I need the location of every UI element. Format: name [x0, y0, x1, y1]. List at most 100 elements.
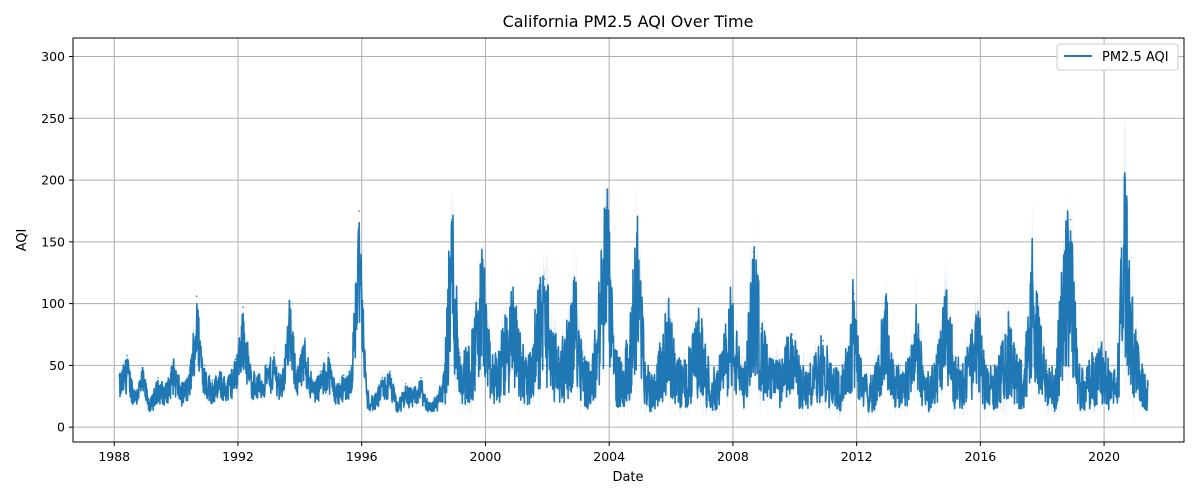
data-point	[822, 339, 824, 342]
data-point	[899, 376, 902, 379]
data-point	[157, 376, 159, 379]
data-point	[242, 306, 244, 309]
data-point	[543, 278, 546, 280]
data-point	[482, 265, 484, 268]
x-tick-label: 2000	[470, 449, 502, 464]
data-point	[922, 370, 925, 373]
plot-frame	[72, 37, 1185, 443]
data-point	[806, 376, 809, 379]
data-point	[1015, 364, 1018, 367]
x-tick-label: 1996	[346, 449, 378, 464]
data-point	[211, 379, 213, 382]
grid-lines	[73, 38, 1184, 442]
data-point	[1000, 358, 1002, 361]
data-point	[257, 374, 260, 377]
data-point	[188, 374, 190, 377]
data-point	[203, 364, 206, 367]
chart-title: California PM2.5 AQI Over Time	[503, 12, 754, 31]
data-point	[1123, 191, 1126, 194]
series-line-pm25-aqi	[118, 172, 1149, 413]
data-point	[451, 218, 453, 221]
aqi-variability-band	[119, 110, 1148, 426]
y-tick-label: 250	[41, 111, 65, 126]
data-point	[1139, 370, 1141, 373]
data-point	[559, 358, 561, 361]
data-point	[296, 367, 299, 369]
data-point	[744, 370, 747, 373]
data-point	[737, 352, 739, 354]
x-tick-label: 2008	[717, 449, 749, 464]
data-point	[830, 370, 832, 373]
data-point	[868, 383, 871, 385]
data-point	[134, 389, 136, 391]
y-tick-label: 0	[57, 420, 65, 435]
data-point	[853, 292, 855, 295]
data-point	[783, 358, 786, 361]
y-axis-ticks: 0 50 100 150 200 250 300	[41, 49, 73, 435]
data-point	[729, 302, 732, 305]
data-point	[497, 358, 500, 361]
data-point	[512, 302, 515, 305]
data-point	[876, 370, 879, 373]
data-point	[621, 370, 623, 373]
data-point	[605, 206, 608, 209]
data-point	[984, 370, 987, 373]
data-point	[458, 352, 461, 354]
data-point	[1077, 370, 1080, 373]
legend-box	[1056, 43, 1179, 71]
data-point	[628, 339, 631, 342]
data-point	[335, 383, 337, 385]
data-point	[1092, 358, 1095, 361]
data-point	[791, 333, 793, 336]
data-point	[590, 376, 592, 379]
data-point	[814, 364, 817, 367]
data-point	[1108, 370, 1111, 373]
data-point	[381, 376, 384, 379]
data-point	[164, 383, 167, 385]
data-point	[860, 376, 863, 379]
data-point	[915, 321, 917, 323]
data-point	[938, 352, 940, 354]
data-point	[1116, 376, 1118, 379]
data-point	[412, 389, 415, 391]
data-point	[799, 370, 801, 373]
x-tick-label: 2012	[841, 449, 873, 464]
data-point	[389, 370, 391, 373]
data-point	[714, 376, 716, 379]
data-point	[195, 295, 198, 298]
data-point	[358, 210, 360, 212]
data-point	[953, 364, 956, 367]
data-point	[659, 352, 662, 354]
data-point	[1085, 376, 1087, 379]
x-axis-label: Date	[612, 470, 643, 485]
data-point	[961, 370, 964, 373]
data-point	[219, 370, 221, 373]
data-point	[768, 364, 770, 367]
data-point	[1054, 376, 1056, 379]
x-tick-label: 2004	[593, 449, 625, 464]
data-point	[598, 302, 600, 305]
data-point	[1031, 265, 1033, 268]
data-point	[474, 327, 476, 330]
data-point	[613, 352, 616, 354]
data-point	[404, 383, 407, 385]
x-tick-label: 1988	[98, 449, 130, 464]
data-point	[288, 300, 291, 302]
data-point	[489, 364, 492, 367]
y-tick-label: 300	[41, 49, 65, 64]
data-point	[396, 401, 399, 404]
data-point	[319, 370, 322, 373]
data-point	[644, 370, 647, 373]
data-point	[311, 379, 314, 382]
data-point	[1131, 315, 1134, 317]
data-point	[675, 364, 677, 367]
data-point	[752, 250, 755, 253]
data-point	[427, 401, 430, 404]
data-point	[567, 333, 569, 336]
aqi-range-band	[119, 110, 1148, 426]
data-point	[1147, 383, 1149, 385]
data-point	[226, 376, 229, 379]
data-point	[683, 370, 685, 373]
data-point	[505, 327, 507, 330]
